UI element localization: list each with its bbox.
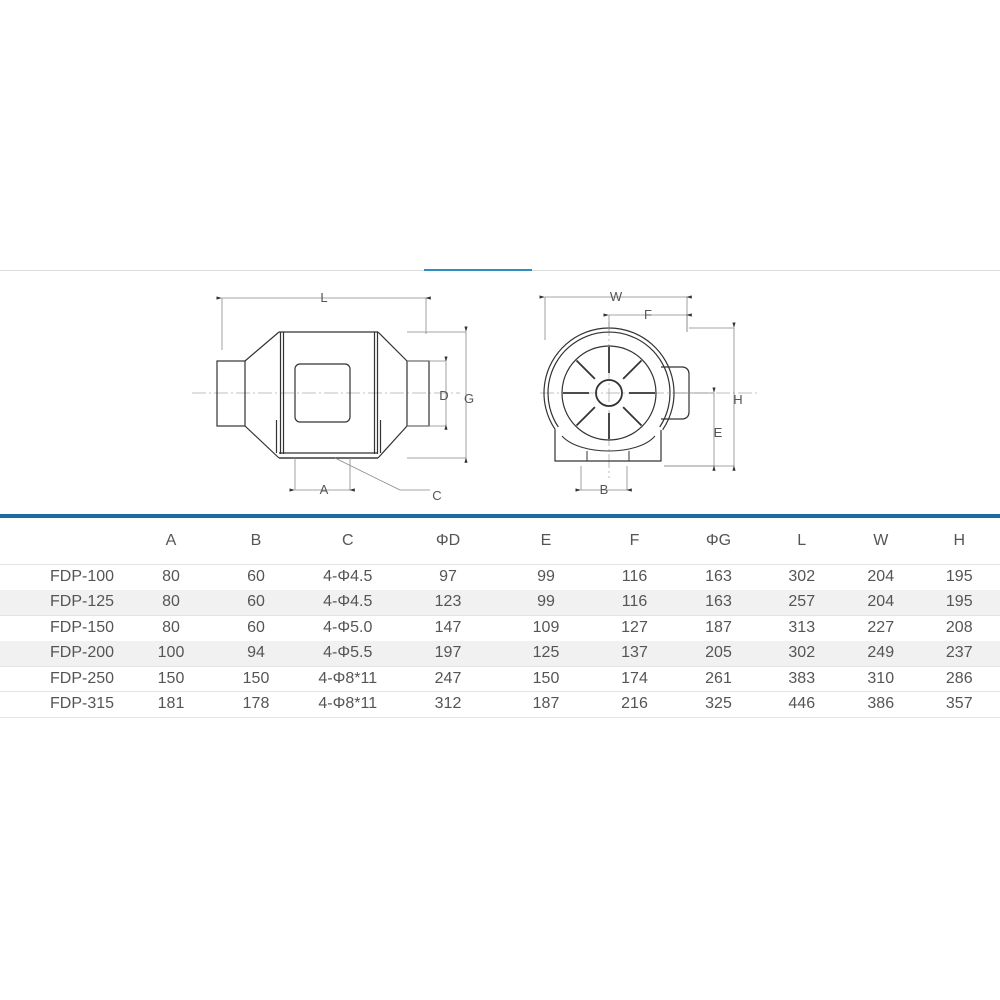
svg-text:E: E [714, 425, 723, 440]
svg-text:D: D [439, 388, 448, 403]
svg-text:W: W [610, 289, 623, 304]
svg-text:F: F [644, 307, 652, 322]
svg-text:L: L [320, 290, 327, 305]
svg-text:H: H [733, 392, 742, 407]
svg-text:A: A [320, 482, 329, 497]
svg-text:G: G [464, 391, 474, 406]
svg-text:C: C [432, 488, 441, 503]
svg-text:B: B [600, 482, 609, 497]
